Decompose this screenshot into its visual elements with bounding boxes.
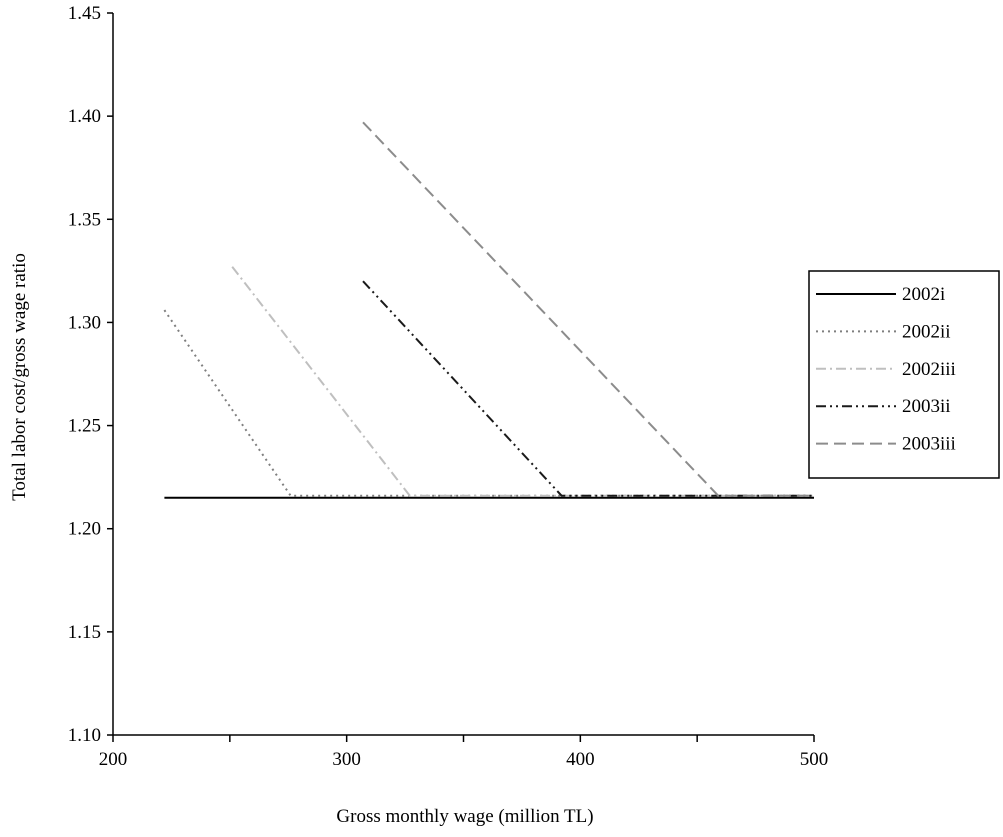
x-tick-label: 500 [800,749,829,770]
legend-label-2003ii: 2003ii [902,396,951,417]
series-layer [163,121,814,499]
legend-label-2002ii: 2002ii [902,321,951,342]
legend: 2002i 2002ii 2002iii 2003ii 2003iii [808,270,1000,479]
x-tick-label: 200 [99,749,128,770]
series-line-2003ii [362,280,814,497]
series-line-2003iii [362,121,814,497]
legend-label-2003iii: 2003iii [902,434,956,455]
y-tick-label: 1.30 [68,312,101,333]
legend-label-2002iii: 2002iii [902,359,956,380]
series-line-2002iii [231,266,814,497]
legend-label-2002i: 2002i [902,284,945,305]
y-tick-label: 1.15 [68,622,101,643]
y-tick-label: 1.10 [68,725,101,746]
y-tick-label: 1.40 [68,106,101,127]
y-axis-label: Total labor cost/gross wage ratio [9,253,30,501]
x-tick-label: 400 [566,749,595,770]
y-axis: 1.10 1.15 1.20 1.25 1.30 1.35 1.40 1.45 [68,3,114,746]
x-axis: 200 300 400 500 [99,734,829,770]
series-line-2002ii [163,309,814,497]
y-tick-label: 1.20 [68,519,101,540]
x-axis-label: Gross monthly wage (million TL) [336,806,593,827]
y-tick-label: 1.35 [68,209,101,230]
x-tick-label: 300 [332,749,361,770]
y-tick-label: 1.25 [68,416,101,437]
y-tick-label: 1.45 [68,3,101,24]
